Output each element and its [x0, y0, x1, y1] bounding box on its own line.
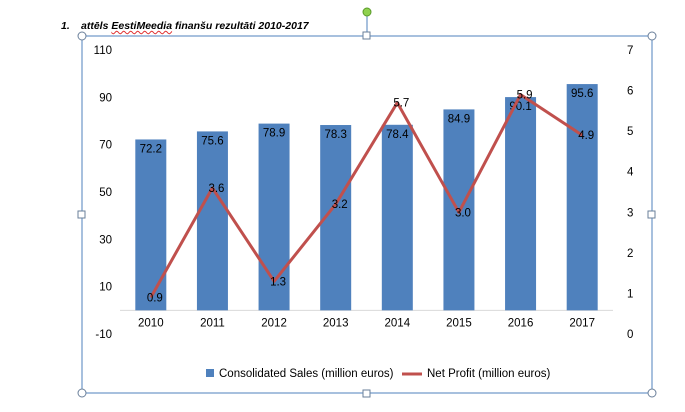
right-axis-tick-label: 4 [627, 167, 634, 179]
sales-data-label: 78.4 [386, 129, 409, 141]
resize-handle-bottom[interactable] [362, 389, 371, 398]
right-axis-tick-label: 3 [627, 207, 633, 219]
left-axis-tick-label: 70 [99, 140, 112, 152]
x-axis-tick-label: 2013 [323, 317, 349, 329]
chart-selection-frame [81, 35, 653, 394]
left-axis-tick-label: -10 [95, 329, 112, 341]
sales-bar[interactable] [135, 139, 167, 311]
sales-data-label: 72.2 [140, 143, 162, 155]
x-axis-tick-label: 2017 [569, 317, 595, 329]
legend-sales-swatch [206, 369, 214, 377]
caption-suffix: finanšu rezultāti 2010-2017 [172, 20, 309, 32]
resize-handle-bottom-right[interactable] [647, 388, 657, 398]
profit-data-label: 3.0 [455, 207, 471, 219]
left-axis-tick-label: 50 [99, 187, 112, 199]
right-axis-tick-label: 7 [627, 45, 633, 57]
resize-handle-bottom-left[interactable] [77, 388, 87, 398]
profit-data-label: 5.7 [393, 98, 409, 110]
left-axis-tick-label: 10 [99, 282, 112, 294]
figure-caption: 1. attēls EestiMeedia finanšu rezultāti 2… [61, 20, 309, 32]
right-axis-tick-label: 0 [627, 329, 633, 341]
right-axis-tick-label: 5 [627, 126, 633, 138]
sales-data-label: 75.6 [201, 135, 223, 147]
rotate-handle[interactable] [362, 7, 372, 17]
left-axis-tick-label: 90 [99, 92, 112, 104]
right-axis-tick-label: 6 [627, 86, 633, 98]
right-axis-tick-label: 2 [627, 248, 633, 260]
caption-number: 1. [61, 20, 70, 32]
caption-prefix: attēls [81, 20, 112, 32]
x-axis-tick-label: 2010 [138, 317, 164, 329]
x-axis-tick-label: 2012 [261, 317, 287, 329]
left-axis-tick-label: 30 [99, 234, 112, 246]
resize-handle-top-left[interactable] [77, 31, 87, 41]
sales-bar[interactable] [566, 84, 598, 311]
x-axis-tick-label: 2015 [446, 317, 472, 329]
legend-profit-label: Net Profit (million euros) [427, 368, 551, 380]
profit-data-label: 4.9 [578, 130, 594, 142]
resize-handle-top-right[interactable] [647, 31, 657, 41]
profit-data-label: 3.2 [332, 199, 348, 211]
x-axis-tick-label: 2011 [200, 317, 225, 329]
sales-bar[interactable] [505, 97, 537, 311]
profit-data-label: 1.3 [270, 276, 286, 288]
caption-company-name: EestiMeedia [111, 20, 173, 32]
net-profit-line [149, 93, 584, 299]
legend: Consolidated Sales (million euros) Net P… [206, 368, 551, 380]
sales-data-label: 78.9 [263, 128, 285, 140]
resize-handle-top[interactable] [362, 31, 371, 40]
resize-handle-right[interactable] [647, 210, 656, 219]
profit-data-label: 3.6 [208, 183, 224, 195]
sales-data-label: 78.3 [324, 129, 346, 141]
sales-data-label: 95.6 [571, 88, 593, 100]
profit-data-label: 0.9 [147, 292, 163, 304]
resize-handle-left[interactable] [77, 210, 86, 219]
x-axis-tick-label: 2016 [508, 317, 534, 329]
sales-bar[interactable] [381, 124, 413, 311]
x-axis-tick-label: 2014 [385, 317, 411, 329]
sales-data-label: 84.9 [448, 113, 470, 125]
sales-bar[interactable] [196, 131, 228, 311]
right-axis-tick-label: 1 [627, 288, 633, 300]
legend-sales-label: Consolidated Sales (million euros) [219, 368, 394, 380]
profit-data-label: 5.9 [517, 90, 533, 102]
left-axis-tick-label: 110 [94, 45, 112, 57]
